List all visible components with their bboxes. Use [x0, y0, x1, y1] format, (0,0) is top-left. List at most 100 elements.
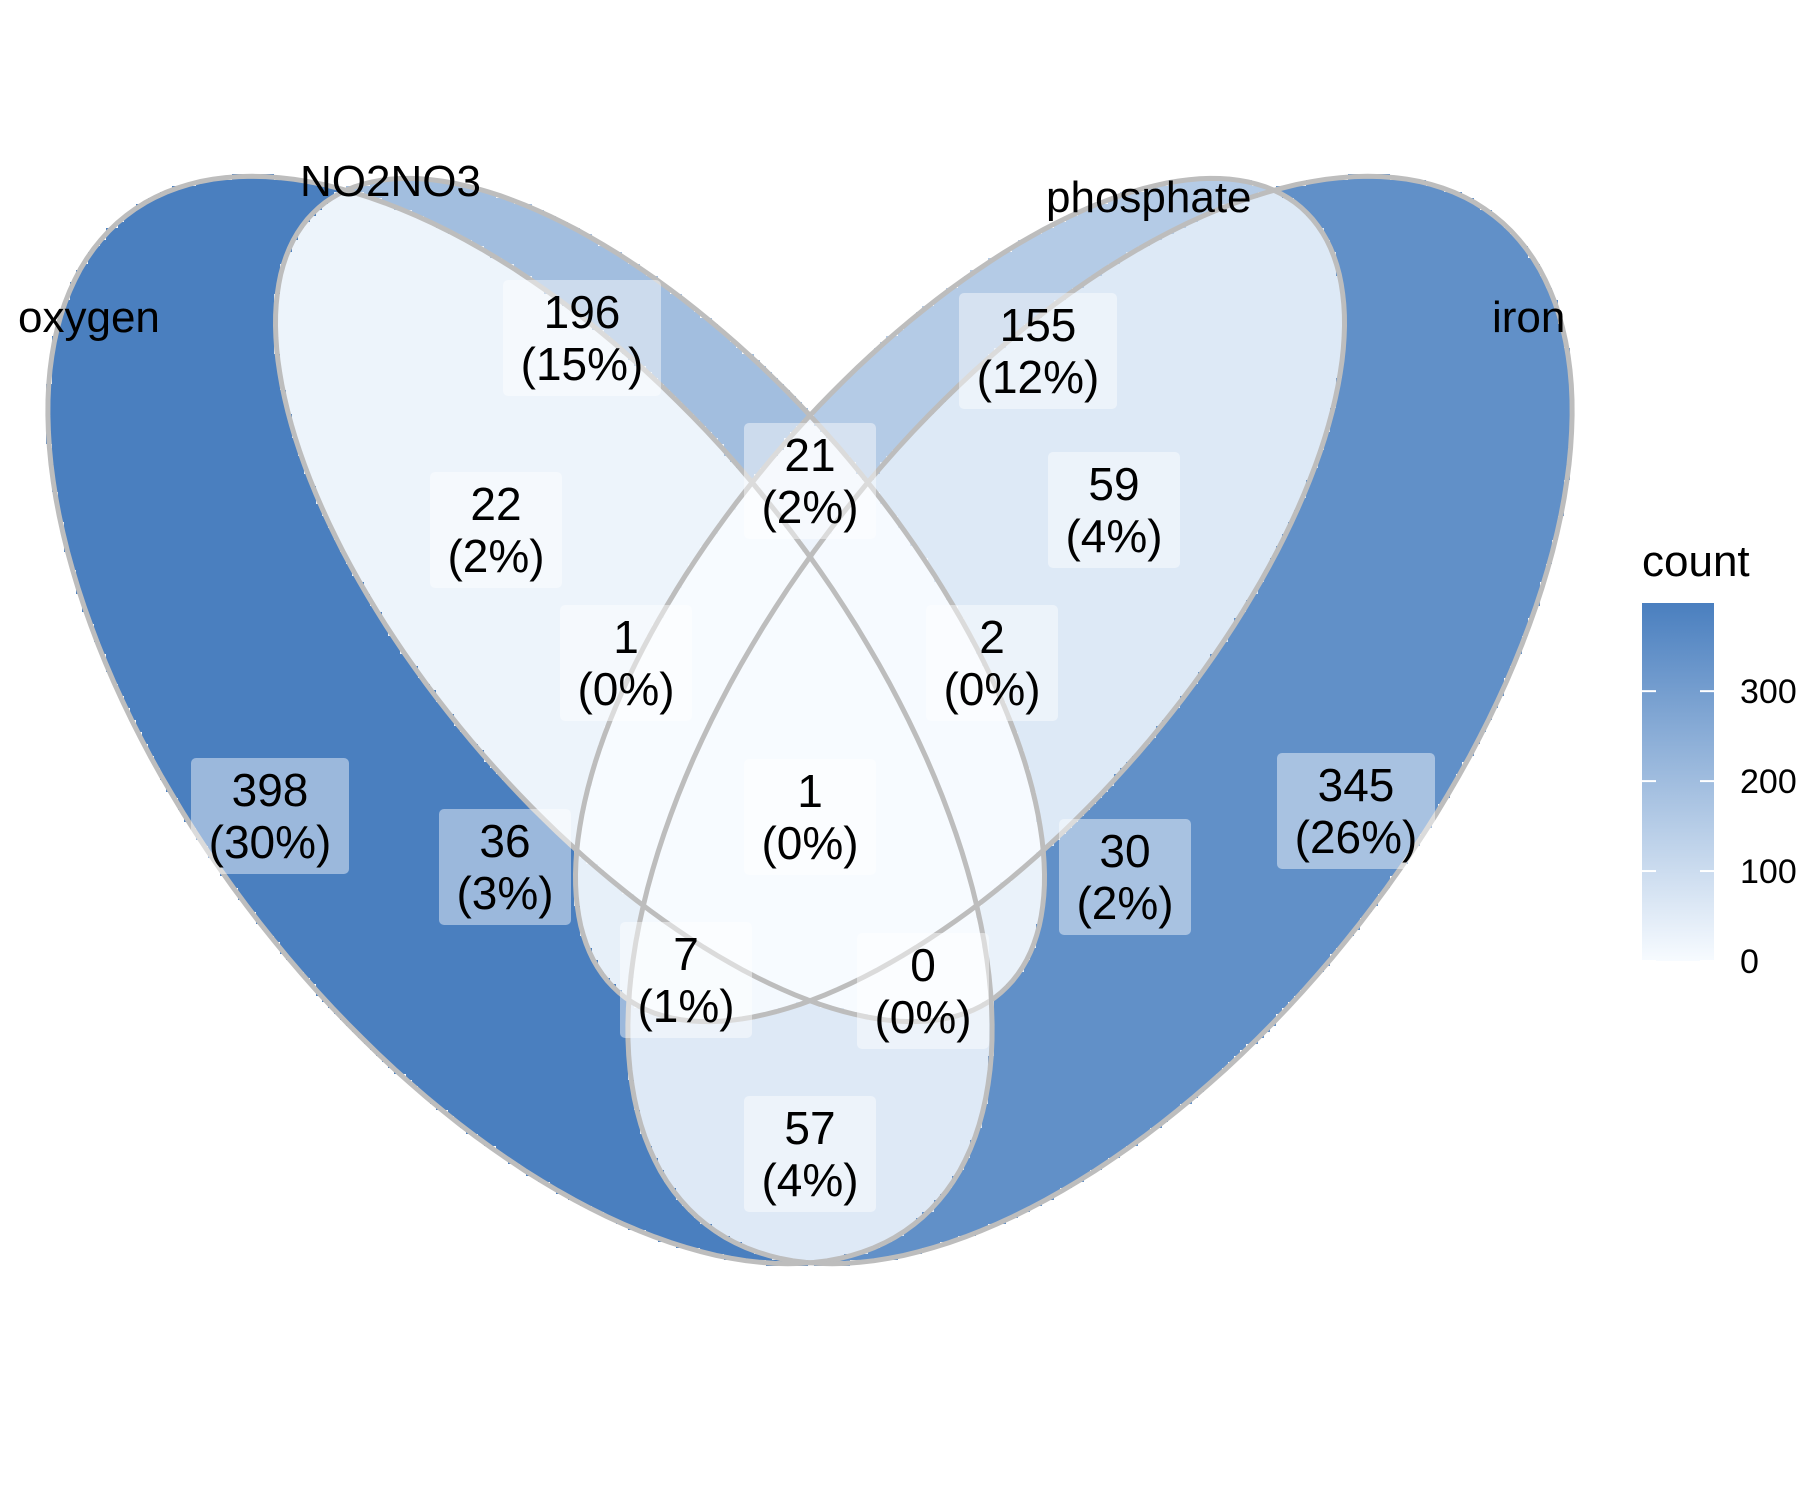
region-fill: [628, 1002, 994, 1260]
region-label-oxygen-no2no3-iron: 0(0%): [857, 933, 989, 1049]
region-oxygen-iron: [628, 1002, 994, 1260]
legend-tick-label: 100: [1740, 853, 1797, 891]
region-count: 398: [232, 764, 309, 816]
region-fill: [574, 486, 808, 906]
region-percent: (2%): [761, 481, 858, 533]
region-label-box: [439, 809, 571, 925]
region-oxygen-no2no3: [274, 192, 754, 846]
region-label-box: [430, 472, 562, 588]
region-no2no3-phosphate-iron: [814, 486, 1042, 906]
region-fill: [646, 558, 976, 1002]
region-label-box: [191, 758, 349, 874]
region-label-box: [926, 605, 1058, 721]
region-percent: (0%): [577, 663, 674, 715]
legend-title: count: [1642, 537, 1750, 586]
region-oxygen-phosphate: [574, 852, 640, 996]
region-percent: (2%): [1076, 877, 1173, 929]
region-percent: (26%): [1295, 811, 1418, 863]
region-count: 30: [1099, 825, 1150, 877]
region-fill: [628, 906, 808, 1020]
region-label-box: [744, 759, 876, 875]
region-phosphate-iron: [868, 192, 1342, 846]
region-percent: (2%): [447, 530, 544, 582]
region-fill: [814, 906, 994, 1020]
region-label-box: [620, 922, 752, 1038]
region-count: 196: [544, 286, 621, 338]
region-count: 57: [784, 1102, 835, 1154]
region-count: 22: [470, 478, 521, 530]
set-label-oxygen: oxygen: [18, 293, 160, 342]
region-percent: (1%): [637, 980, 734, 1032]
region-label-box: [857, 933, 989, 1049]
venn-region-labels: 398(30%)196(15%)155(12%)345(26%)22(2%)21…: [191, 280, 1435, 1212]
region-label-box: [1059, 819, 1191, 935]
region-oxygen-phosphate-iron: [628, 906, 808, 1020]
region-label-iron-only: 345(26%): [1277, 753, 1435, 869]
set-outline-oxygen: [45, 173, 995, 1267]
region-label-all-four: 1(0%): [744, 759, 876, 875]
region-label-box: [1048, 452, 1180, 568]
region-fill: [868, 192, 1342, 846]
legend-tick-label: 0: [1740, 943, 1759, 981]
legend-ticks: 0 100 200 300: [1642, 673, 1797, 981]
region-label-box: [959, 293, 1117, 409]
region-fill: [814, 486, 1042, 906]
set-outline-phosphate: [572, 175, 1348, 1025]
region-percent: (3%): [456, 867, 553, 919]
color-legend: count 0 100 200 300: [1642, 537, 1797, 981]
region-label-oxygen-only: 398(30%): [191, 758, 349, 874]
region-label-no2no3-phosphate: 21(2%): [744, 423, 876, 539]
set-label-no2no3: NO2NO3: [300, 157, 481, 206]
region-percent: (4%): [761, 1154, 858, 1206]
region-percent: (15%): [521, 338, 644, 390]
region-all-four: [646, 558, 976, 1002]
region-label-box: [560, 605, 692, 721]
region-label-oxygen-phosphate-iron: 7(1%): [620, 922, 752, 1038]
region-label-oxygen-iron: 57(4%): [744, 1096, 876, 1212]
region-label-oxygen-no2no3-phosphate: 1(0%): [560, 605, 692, 721]
region-percent: (30%): [209, 816, 332, 868]
region-label-no2no3-iron: 30(2%): [1059, 819, 1191, 935]
region-count: 21: [784, 429, 835, 481]
region-phosphate-only: [814, 180, 1270, 480]
region-label-box: [1277, 753, 1435, 869]
region-percent: (4%): [1065, 510, 1162, 562]
region-count: 2: [979, 611, 1005, 663]
region-count: 36: [479, 815, 530, 867]
region-no2no3-only: [346, 180, 808, 480]
legend-tick-label: 300: [1740, 673, 1797, 711]
region-percent: (0%): [761, 817, 858, 869]
set-label-iron: iron: [1492, 293, 1565, 342]
region-label-no2no3-phosphate-iron: 2(0%): [926, 605, 1058, 721]
region-oxygen-no2no3-phosphate: [574, 486, 808, 906]
region-percent: (0%): [874, 991, 971, 1043]
venn-outlines: [45, 173, 1575, 1267]
region-count: 0: [910, 939, 936, 991]
region-percent: (12%): [977, 351, 1100, 403]
region-fill: [346, 180, 808, 480]
region-fill: [274, 192, 754, 846]
region-count: 1: [797, 765, 823, 817]
region-oxygen-no2no3-iron: [814, 906, 994, 1020]
legend-tick-label: 200: [1740, 763, 1797, 801]
region-fill: [574, 852, 640, 996]
region-label-no2no3-only: 196(15%): [503, 280, 661, 396]
region-label-box: [744, 1096, 876, 1212]
set-label-phosphate: phosphate: [1046, 173, 1252, 222]
region-percent: (0%): [943, 663, 1040, 715]
region-label-box: [744, 423, 876, 539]
region-count: 155: [1000, 299, 1077, 351]
region-count: 7: [673, 928, 699, 980]
region-label-phosphate-iron: 59(4%): [1048, 452, 1180, 568]
set-outline-no2no3: [272, 175, 1048, 1025]
region-label-box: [503, 280, 661, 396]
set-outline-iron: [625, 173, 1575, 1267]
region-label-phosphate-only: 155(12%): [959, 293, 1117, 409]
region-label-oxygen-no2no3: 22(2%): [430, 472, 562, 588]
region-count: 1: [613, 611, 639, 663]
region-count: 345: [1318, 759, 1395, 811]
region-label-oxygen-phosphate: 36(3%): [439, 809, 571, 925]
region-fill: [814, 180, 1270, 480]
region-count: 59: [1088, 458, 1139, 510]
